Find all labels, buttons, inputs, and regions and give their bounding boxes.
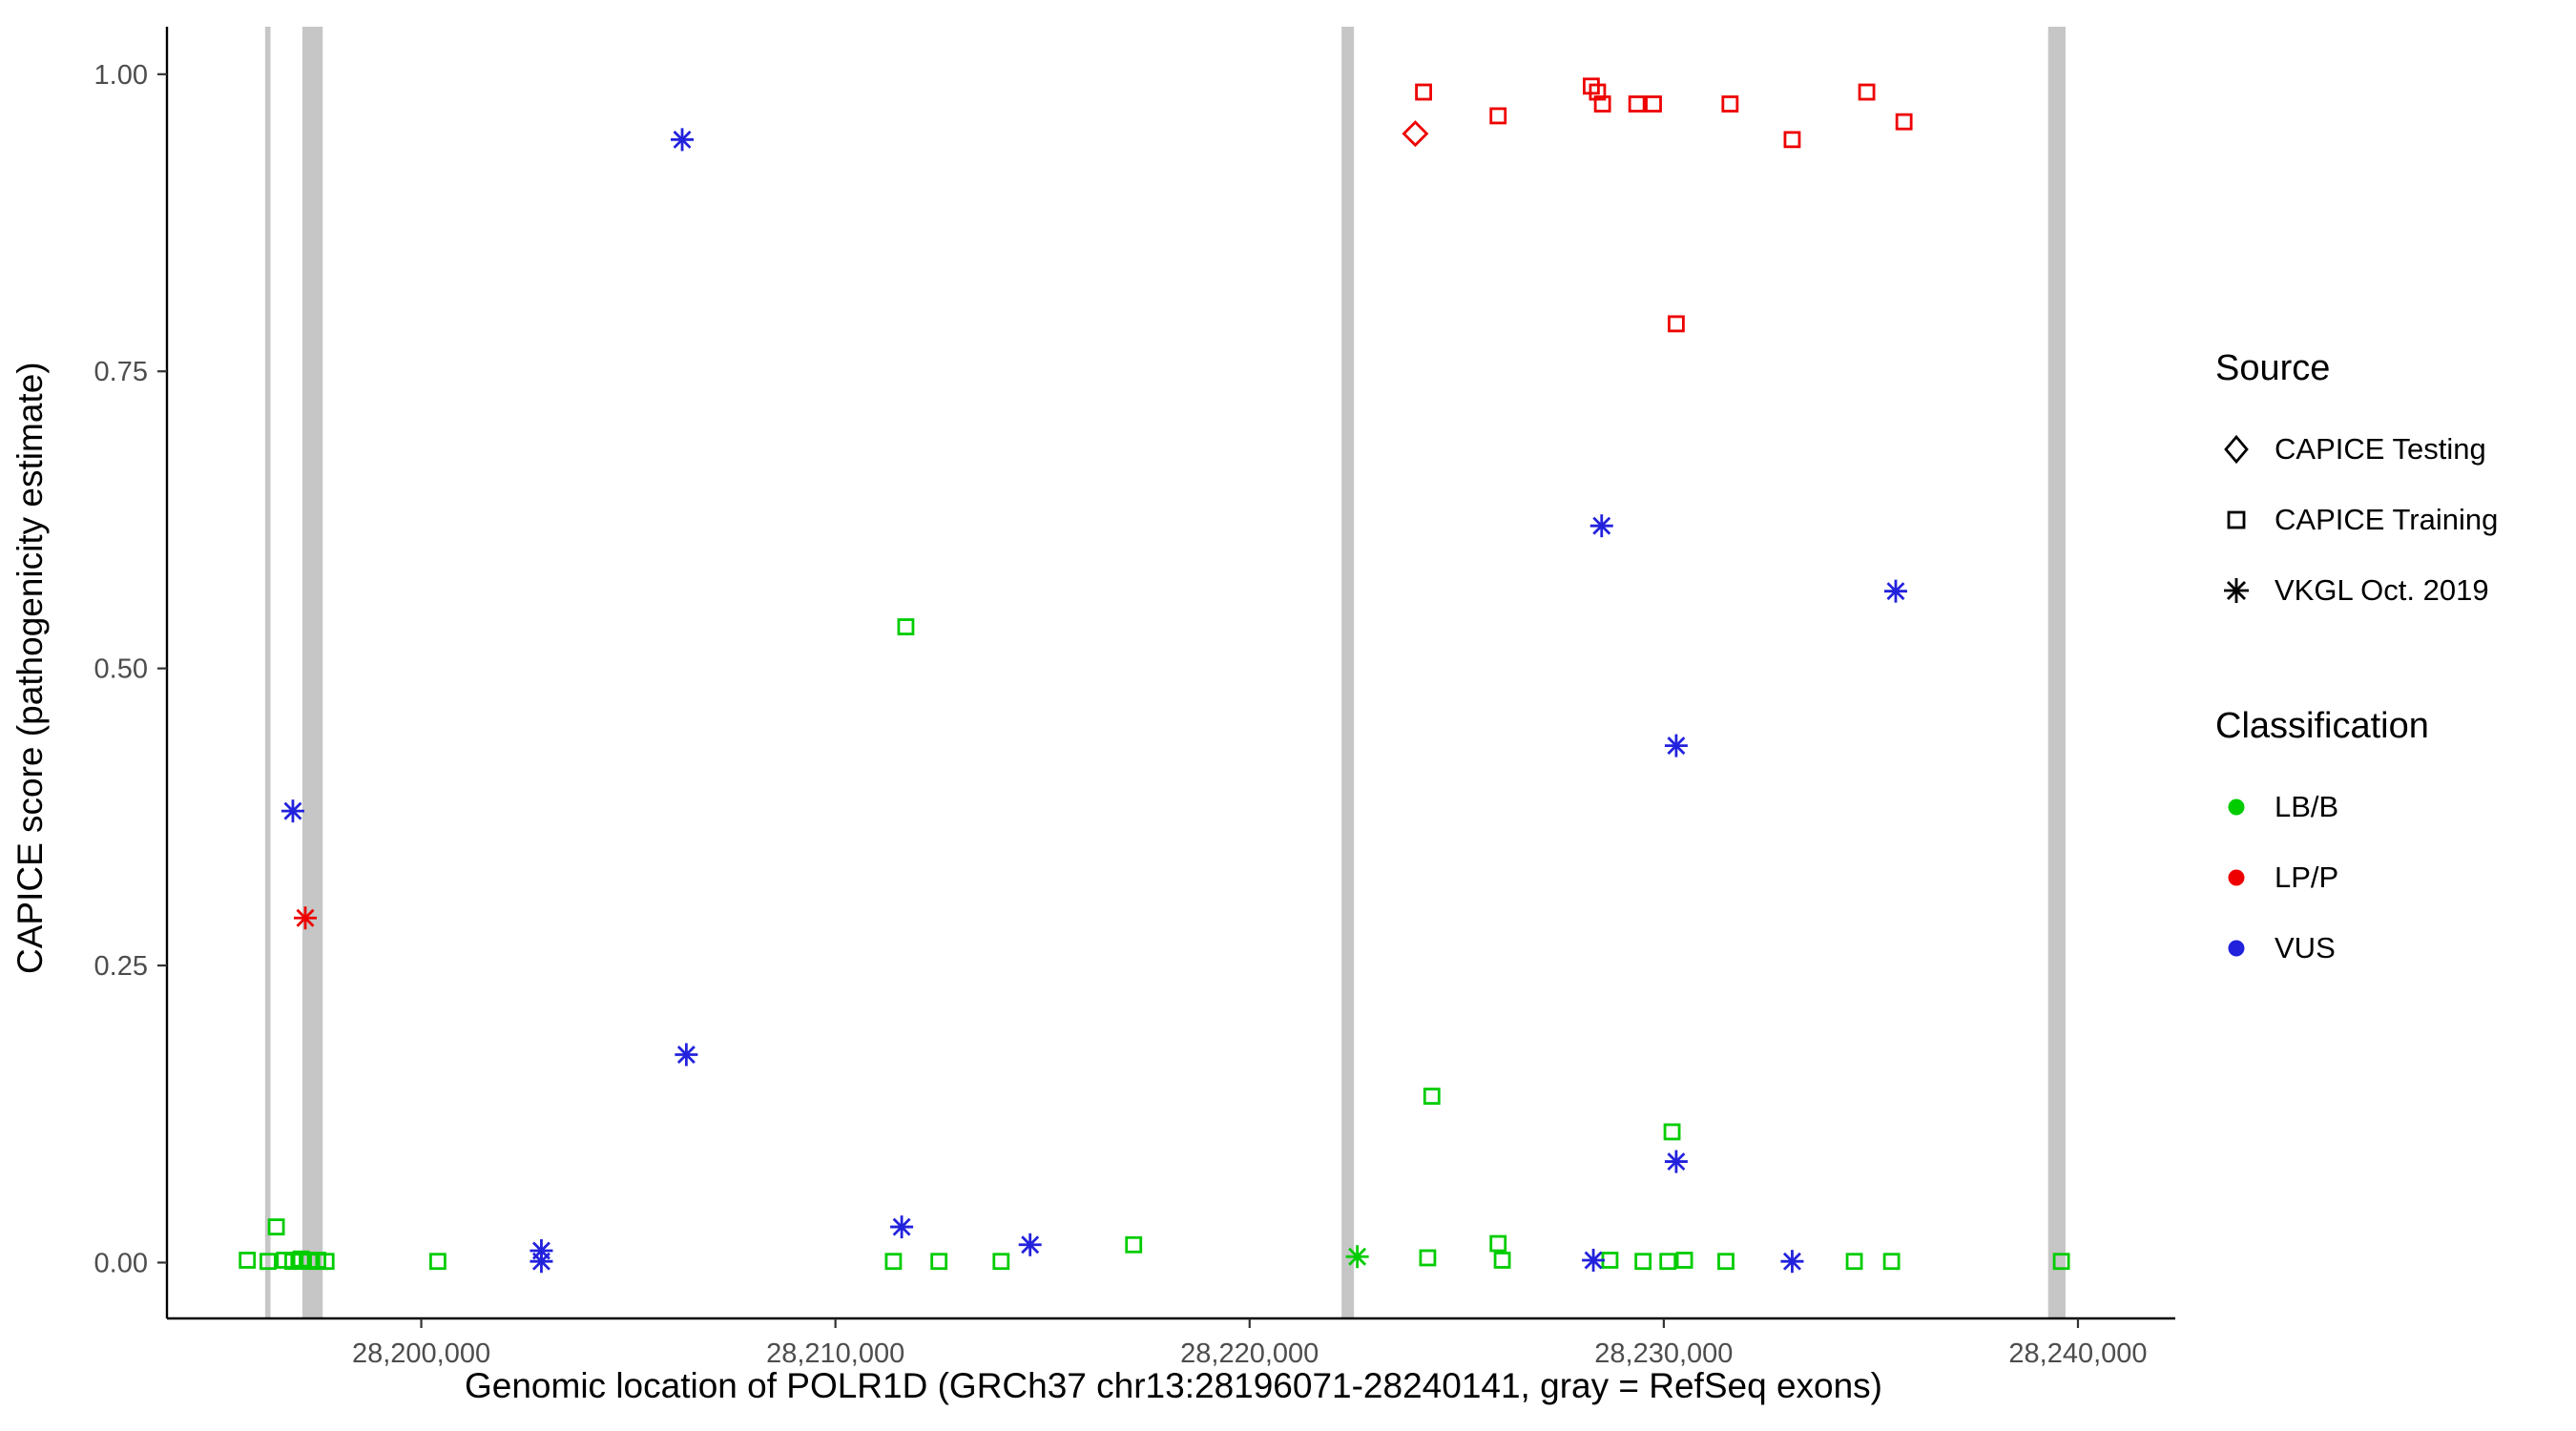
data-point-asterisk — [1584, 1251, 1603, 1270]
data-point-square — [1493, 1252, 1511, 1269]
data-point-square — [260, 1253, 277, 1271]
data-point-square — [1858, 83, 1876, 101]
data-point-diamond — [1402, 120, 1429, 148]
square-icon — [2215, 499, 2257, 541]
data-point-asterisk — [673, 130, 692, 149]
diamond-icon — [2215, 428, 2257, 470]
x-tick-label: 28,240,000 — [2008, 1338, 2147, 1369]
red-dot-icon — [2215, 857, 2257, 899]
data-point-square — [1125, 1235, 1143, 1254]
exon-bar — [1341, 27, 1355, 1318]
legend-label: VKGL Oct. 2019 — [2275, 573, 2489, 607]
x-tick-label: 28,210,000 — [766, 1338, 904, 1369]
data-point-asterisk — [296, 908, 315, 927]
y-tick-label: 1.00 — [94, 60, 148, 91]
legend-item-vkgl: VKGL Oct. 2019 — [2215, 555, 2498, 626]
legend-item-lbb: LB/B — [2215, 772, 2498, 842]
y-tick-label: 0.25 — [94, 951, 148, 982]
data-point-square — [1589, 83, 1607, 101]
x-tick-label: 28,200,000 — [352, 1338, 490, 1369]
data-point-square — [1675, 1252, 1693, 1269]
legend-item-vus: VUS — [2215, 913, 2498, 984]
blue-dot-icon — [2215, 927, 2257, 969]
data-point-square — [2052, 1253, 2070, 1271]
y-tick-label: 0.00 — [94, 1248, 148, 1278]
data-point-asterisk — [1782, 1252, 1801, 1271]
data-point-asterisk — [1592, 516, 1611, 535]
data-point-square — [1783, 131, 1801, 149]
data-point-square — [1667, 315, 1685, 333]
y-tick-label: 0.75 — [94, 357, 148, 387]
data-point-square — [1489, 1234, 1507, 1253]
green-dot-icon — [2215, 786, 2257, 828]
data-point-asterisk — [1021, 1235, 1040, 1255]
legend-title-classification: Classification — [2215, 706, 2429, 746]
exon-bar — [2047, 27, 2066, 1318]
data-point-square — [1593, 95, 1611, 113]
data-point-asterisk — [1348, 1247, 1367, 1266]
y-tick-label: 0.50 — [94, 654, 148, 685]
data-point-square — [1882, 1253, 1901, 1271]
x-axis-title: Genomic location of POLR1D (GRCh37 chr13… — [464, 1366, 1883, 1405]
data-point-square — [267, 1218, 285, 1235]
data-point-square — [1659, 1253, 1677, 1271]
data-point-square — [1601, 1252, 1619, 1269]
data-point-square — [1717, 1253, 1735, 1271]
data-point-square — [1645, 95, 1662, 113]
legend-title-source: Source — [2215, 348, 2331, 388]
data-point-asterisk — [1886, 582, 1905, 601]
data-point-square — [1415, 83, 1432, 101]
data-point-square — [1489, 107, 1507, 125]
data-point-asterisk — [892, 1217, 911, 1236]
data-point-asterisk — [1667, 1152, 1686, 1172]
data-point-asterisk — [1667, 736, 1686, 756]
data-point-square — [1423, 1088, 1441, 1105]
data-point-square — [1628, 95, 1646, 113]
data-point-square — [930, 1253, 948, 1271]
data-point-square — [1721, 95, 1739, 113]
data-point-square — [429, 1253, 447, 1271]
legend-section-classification: Classification LB/B LP/P — [2215, 706, 2498, 984]
exon-bar — [264, 27, 271, 1318]
legend-label: VUS — [2275, 931, 2336, 964]
x-tick-label: 28,220,000 — [1180, 1338, 1319, 1369]
legend-label: LP/P — [2275, 861, 2339, 894]
legend-label: CAPICE Testing — [2275, 432, 2486, 466]
legend-label: CAPICE Training — [2275, 503, 2499, 536]
legend-item-lpp: LP/P — [2215, 842, 2498, 913]
data-point-square — [897, 618, 915, 635]
legend-label: LB/B — [2275, 790, 2339, 823]
data-point-square — [1419, 1249, 1437, 1267]
legend-section-source: Source CAPICE Testing CAPICE Training — [2215, 348, 2498, 626]
data-point-square — [317, 1253, 335, 1271]
data-point-square — [239, 1252, 257, 1269]
data-point-asterisk — [531, 1252, 551, 1271]
data-point-square — [1845, 1253, 1863, 1271]
data-point-square — [1663, 1123, 1681, 1141]
legend: Source CAPICE Testing CAPICE Training — [2215, 348, 2498, 1064]
y-axis-title: CAPICE score (pathogenicity estimate) — [10, 362, 50, 974]
asterisk-icon — [2215, 570, 2257, 612]
data-point-square — [1634, 1253, 1652, 1271]
data-point-square — [992, 1253, 1010, 1271]
exon-bar — [301, 27, 323, 1318]
data-point-asterisk — [676, 1045, 696, 1064]
x-tick-label: 28,230,000 — [1594, 1338, 1733, 1369]
data-point-square — [1895, 113, 1913, 131]
data-point-square — [884, 1253, 903, 1271]
legend-item-capice-training: CAPICE Training — [2215, 485, 2498, 555]
legend-item-capice-testing: CAPICE Testing — [2215, 414, 2498, 485]
data-point-asterisk — [283, 801, 302, 820]
